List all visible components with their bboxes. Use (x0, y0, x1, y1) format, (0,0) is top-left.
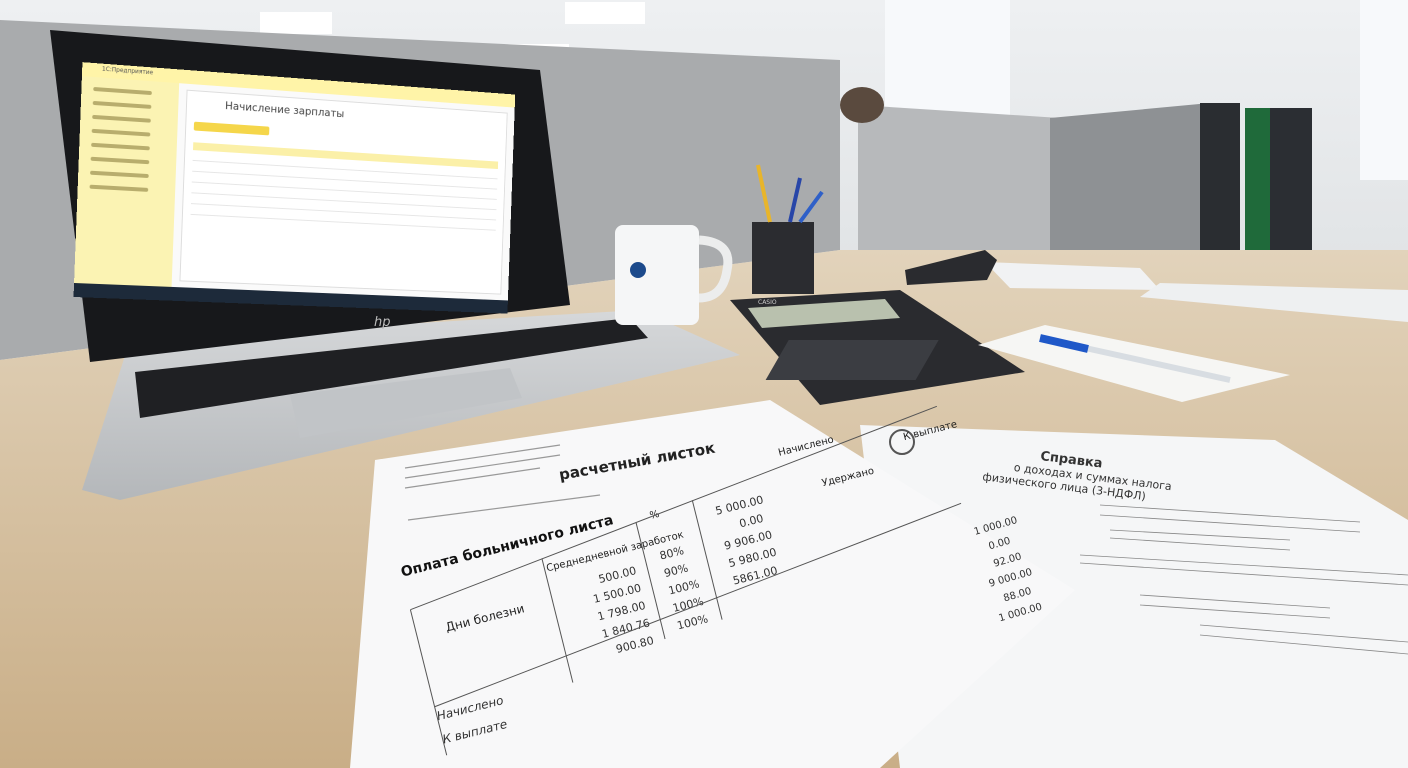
ceiling-light (260, 12, 332, 34)
binder (1050, 103, 1210, 265)
calculator-brand: CASIO (758, 299, 777, 306)
coffee-mug (615, 225, 699, 325)
laptop-screen[interactable]: 1С:Предприятие Начисление зарплаты (73, 62, 516, 314)
pen (788, 177, 802, 223)
post-and-close-button[interactable] (193, 121, 270, 136)
pen (798, 190, 824, 224)
svg-text:80%: 80% (658, 544, 685, 563)
calculator-display (748, 299, 900, 328)
laptop-keyboard[interactable] (135, 318, 648, 418)
mug-handle (698, 235, 733, 303)
pen (756, 164, 772, 223)
binder (1200, 103, 1240, 265)
table-row[interactable] (192, 170, 498, 190)
payslip-table-grid (409, 405, 962, 756)
calculator-keys[interactable] (765, 340, 939, 380)
payslip-sheet (350, 400, 1075, 768)
cubicle-partition (858, 105, 1060, 262)
ceiling-light (565, 2, 645, 24)
coworker-head (840, 87, 884, 123)
mug-logo (630, 262, 646, 278)
app-sidebar[interactable] (74, 76, 180, 287)
svg-text:90%: 90% (663, 562, 690, 581)
svg-text:0.00: 0.00 (738, 512, 765, 531)
pen-cap (1039, 334, 1089, 353)
table-row[interactable] (191, 181, 497, 200)
table-row[interactable] (191, 192, 497, 211)
payslip-header-lines (404, 444, 601, 521)
paper-sheet (985, 262, 1160, 290)
table-row-selected[interactable] (192, 142, 499, 170)
window (1360, 0, 1408, 180)
tax-form-emblem (889, 429, 915, 455)
tax-form-grid (1079, 504, 1408, 655)
payroll-document-window[interactable]: Начисление зарплаты (179, 89, 508, 295)
stapler (905, 250, 997, 285)
laptop-brand-logo: hp (374, 315, 391, 330)
tax-form-sheet (860, 425, 1408, 768)
pen-holder (752, 222, 814, 294)
laptop-touchpad[interactable] (290, 368, 522, 438)
binder (1270, 108, 1312, 260)
paper-sheet (1140, 283, 1408, 322)
window (885, 0, 1010, 115)
